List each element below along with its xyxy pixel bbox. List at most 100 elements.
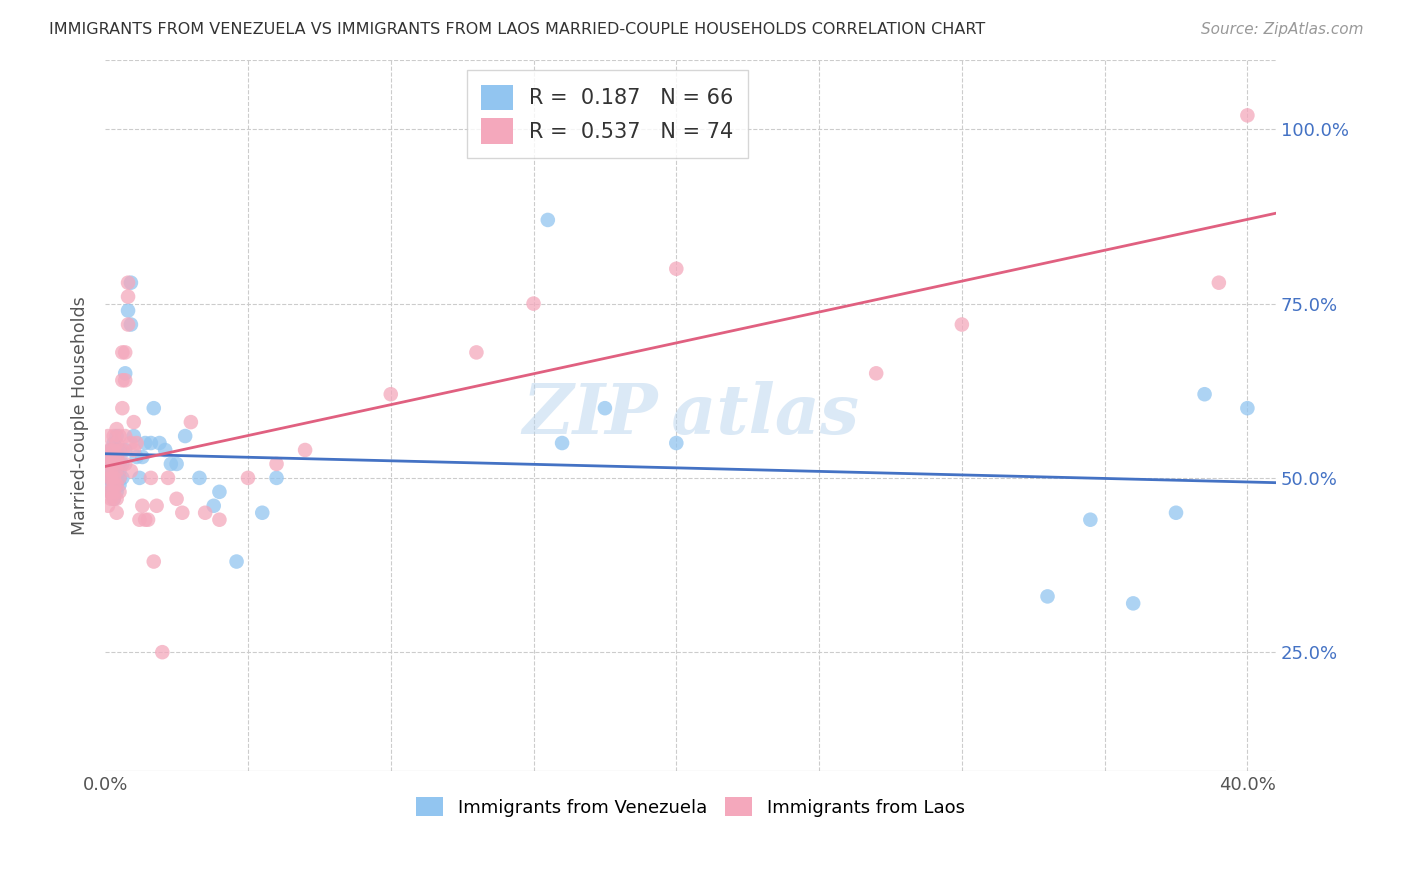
Point — [103, 457, 125, 471]
Point — [103, 484, 125, 499]
Point — [108, 471, 131, 485]
Point — [105, 450, 128, 464]
Point — [97, 457, 120, 471]
Point — [97, 457, 120, 471]
Point — [1236, 108, 1258, 122]
Point — [108, 457, 131, 471]
Point — [105, 464, 128, 478]
Point — [103, 471, 125, 485]
Point — [172, 506, 194, 520]
Point — [111, 442, 134, 457]
Point — [160, 457, 183, 471]
Point — [157, 471, 180, 485]
Point — [100, 442, 122, 457]
Point — [208, 513, 231, 527]
Point — [108, 464, 131, 478]
Point — [252, 506, 274, 520]
Point — [1194, 387, 1216, 401]
Point — [117, 303, 139, 318]
Point — [100, 442, 122, 457]
Point — [108, 478, 131, 492]
Point — [111, 345, 134, 359]
Point — [97, 429, 120, 443]
Point — [120, 436, 142, 450]
Point — [100, 457, 122, 471]
Point — [593, 401, 616, 416]
Point — [100, 457, 122, 471]
Point — [103, 478, 125, 492]
Point — [537, 213, 560, 227]
Point — [103, 491, 125, 506]
Point — [103, 450, 125, 464]
Point — [100, 471, 122, 485]
Point — [108, 471, 131, 485]
Point — [100, 491, 122, 506]
Point — [108, 442, 131, 457]
Point — [131, 450, 153, 464]
Point — [114, 373, 136, 387]
Point — [108, 442, 131, 457]
Point — [114, 457, 136, 471]
Point — [142, 401, 165, 416]
Point — [114, 429, 136, 443]
Point — [522, 296, 544, 310]
Point — [122, 415, 145, 429]
Point — [131, 499, 153, 513]
Point — [128, 471, 150, 485]
Point — [105, 429, 128, 443]
Point — [103, 436, 125, 450]
Point — [148, 436, 170, 450]
Point — [103, 491, 125, 506]
Point — [136, 513, 159, 527]
Point — [950, 318, 973, 332]
Point — [865, 367, 887, 381]
Point — [1236, 401, 1258, 416]
Point — [134, 436, 156, 450]
Point — [225, 555, 247, 569]
Point — [111, 457, 134, 471]
Point — [100, 471, 122, 485]
Point — [117, 318, 139, 332]
Point — [134, 513, 156, 527]
Point — [128, 513, 150, 527]
Point — [145, 499, 167, 513]
Point — [188, 471, 211, 485]
Point — [665, 261, 688, 276]
Point — [153, 442, 176, 457]
Point — [465, 345, 488, 359]
Point — [665, 436, 688, 450]
Point — [105, 436, 128, 450]
Point — [100, 484, 122, 499]
Point — [105, 422, 128, 436]
Point — [120, 464, 142, 478]
Point — [1208, 276, 1230, 290]
Point — [103, 442, 125, 457]
Point — [166, 457, 188, 471]
Point — [122, 442, 145, 457]
Point — [114, 367, 136, 381]
Point — [108, 484, 131, 499]
Point — [100, 464, 122, 478]
Point — [103, 464, 125, 478]
Point — [105, 464, 128, 478]
Point — [236, 471, 259, 485]
Point — [174, 429, 197, 443]
Point — [105, 478, 128, 492]
Point — [105, 450, 128, 464]
Point — [122, 429, 145, 443]
Point — [105, 491, 128, 506]
Point — [105, 484, 128, 499]
Point — [100, 450, 122, 464]
Point — [380, 387, 402, 401]
Point — [1036, 590, 1059, 604]
Point — [208, 484, 231, 499]
Point — [103, 442, 125, 457]
Point — [150, 645, 173, 659]
Point — [97, 471, 120, 485]
Point — [551, 436, 574, 450]
Point — [103, 484, 125, 499]
Point — [117, 290, 139, 304]
Point — [125, 450, 148, 464]
Y-axis label: Married-couple Households: Married-couple Households — [72, 296, 89, 534]
Point — [117, 276, 139, 290]
